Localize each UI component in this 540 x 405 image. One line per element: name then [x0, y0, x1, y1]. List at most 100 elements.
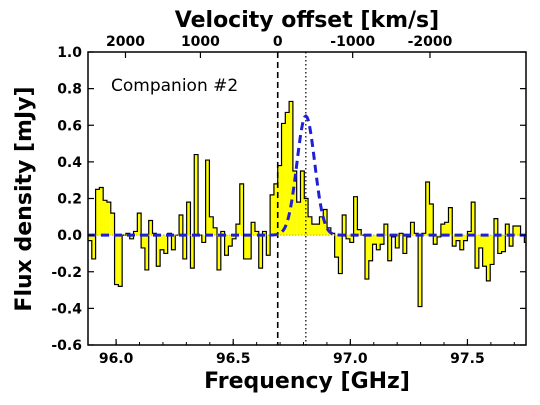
- spectrum-bin: [262, 231, 267, 236]
- spectrum-bin: [148, 220, 153, 236]
- spectrum-bin: [186, 202, 191, 236]
- y-tick-label: 0.2: [57, 192, 82, 208]
- spectrum-bin: [349, 235, 354, 243]
- top-tick-label: -1000: [330, 34, 375, 50]
- spectrum-bin: [311, 224, 316, 236]
- spectrum-bin: [171, 235, 176, 250]
- spectrum-bin: [368, 235, 373, 261]
- spectrum-bin: [429, 203, 434, 236]
- spectrum-bin: [402, 235, 407, 254]
- spectrum-bin: [452, 235, 457, 247]
- top-tick-label: 2000: [106, 34, 145, 50]
- spectrum-bin: [160, 235, 164, 250]
- top-tick-label: 1000: [181, 34, 220, 50]
- spectrum-bin: [448, 207, 453, 236]
- spectrum-bin: [387, 235, 392, 261]
- spectrum-bin: [235, 224, 240, 236]
- spectrum-bin: [103, 200, 107, 236]
- spectrum-bin: [338, 235, 343, 274]
- spectrum-bin: [524, 235, 526, 243]
- spectrum-bin: [220, 231, 225, 236]
- axis-ticks: 96.0 96.5 97.0 97.5 -0.6 -0.4 -0.2 0.0 0.2 0.4 0.6…: [51, 34, 526, 367]
- spectrum-bin: [277, 165, 282, 236]
- spectrum-bin: [364, 235, 369, 280]
- spectrum-bin: [475, 235, 479, 269]
- spectrum-bin: [516, 225, 521, 236]
- spectrum-bin: [342, 214, 347, 236]
- top-axis-title: Velocity offset [km/s]: [175, 8, 439, 33]
- spectrum-bin: [270, 194, 274, 236]
- spectrum-bin: [418, 235, 422, 307]
- spectrum-bin: [319, 216, 324, 236]
- spectrum-bin: [224, 235, 229, 256]
- spectrum-bin: [444, 222, 449, 236]
- spectrum-bin: [380, 235, 384, 245]
- y-axis-title: Flux density [mJy]: [12, 86, 37, 311]
- spectrum-bin: [254, 231, 259, 236]
- spectrum-bin: [273, 183, 278, 236]
- x-axis-title: Frequency [GHz]: [204, 369, 410, 394]
- spectrum-bin: [213, 227, 218, 236]
- spectrum-bin: [239, 183, 244, 236]
- spectrum-bin: [490, 235, 494, 265]
- spectrum-bin: [471, 202, 476, 236]
- spectrum-bin: [308, 216, 312, 236]
- spectrum-bin: [478, 235, 483, 248]
- spectrum-bin: [205, 160, 210, 236]
- top-tick-label: 0: [273, 34, 283, 50]
- spectrum-bin: [133, 231, 138, 236]
- spectrum-bin: [300, 171, 305, 236]
- spectrum-bin: [512, 225, 517, 236]
- y-tick-label: -0.6: [51, 338, 82, 354]
- spectrum-bin: [456, 235, 460, 241]
- x-tick-label: 96.5: [216, 351, 251, 367]
- spectrum-bin: [346, 235, 350, 239]
- spectrum-bin: [463, 235, 468, 241]
- spectrum-bin: [114, 235, 119, 285]
- spectrum-bin: [330, 233, 335, 236]
- spectrum-bin: [315, 224, 320, 236]
- spectrum-bin: [209, 216, 214, 236]
- x-tick-label: 97.5: [450, 351, 485, 367]
- y-tick-label: 0.0: [57, 228, 82, 244]
- spectrum-bin: [437, 235, 441, 237]
- spectrum-bin: [141, 235, 145, 248]
- spectrum-bin: [433, 235, 438, 245]
- spectrum-bin: [482, 235, 487, 267]
- spectrum-bin: [421, 233, 426, 236]
- y-tick-label: -0.2: [51, 265, 82, 281]
- spectrum-bin: [440, 224, 445, 236]
- spectrum-bin: [353, 196, 358, 236]
- spectrum-bin: [247, 235, 252, 259]
- spectrum-bin: [232, 235, 236, 239]
- spectrum-bin: [296, 202, 301, 236]
- spectrum-bin: [201, 235, 206, 243]
- spectrum-bin: [372, 235, 377, 245]
- spectrum-bin: [144, 235, 149, 270]
- spectrum-bin: [91, 235, 96, 259]
- spectrum-bin: [95, 189, 100, 236]
- spectrum-bin: [228, 235, 233, 247]
- y-tick-label: 0.4: [57, 155, 82, 171]
- spectrum-bin: [194, 154, 199, 236]
- spectrum-bin: [509, 235, 513, 247]
- spectrum-bin: [501, 235, 506, 252]
- spectrum-bin: [357, 229, 362, 236]
- spectrum-bin: [179, 214, 183, 236]
- spectrum-bin: [106, 202, 111, 236]
- spectrum-bin: [459, 235, 464, 250]
- spectrum-bin: [505, 224, 510, 236]
- top-tick-label: -2000: [408, 34, 453, 50]
- spectrum-bin: [467, 231, 472, 236]
- spectrum-bin: [395, 235, 400, 248]
- spectrum-bin: [292, 171, 297, 236]
- spectrum-bin: [281, 123, 286, 236]
- spectrum-bin: [410, 222, 415, 236]
- spectrum-bin: [243, 235, 248, 259]
- reference-lines: [276, 52, 307, 345]
- spectrum-bin: [486, 235, 491, 281]
- x-tick-label: 96.0: [99, 351, 134, 367]
- spectrum-bin: [137, 213, 142, 236]
- spectrum-bin: [110, 213, 115, 236]
